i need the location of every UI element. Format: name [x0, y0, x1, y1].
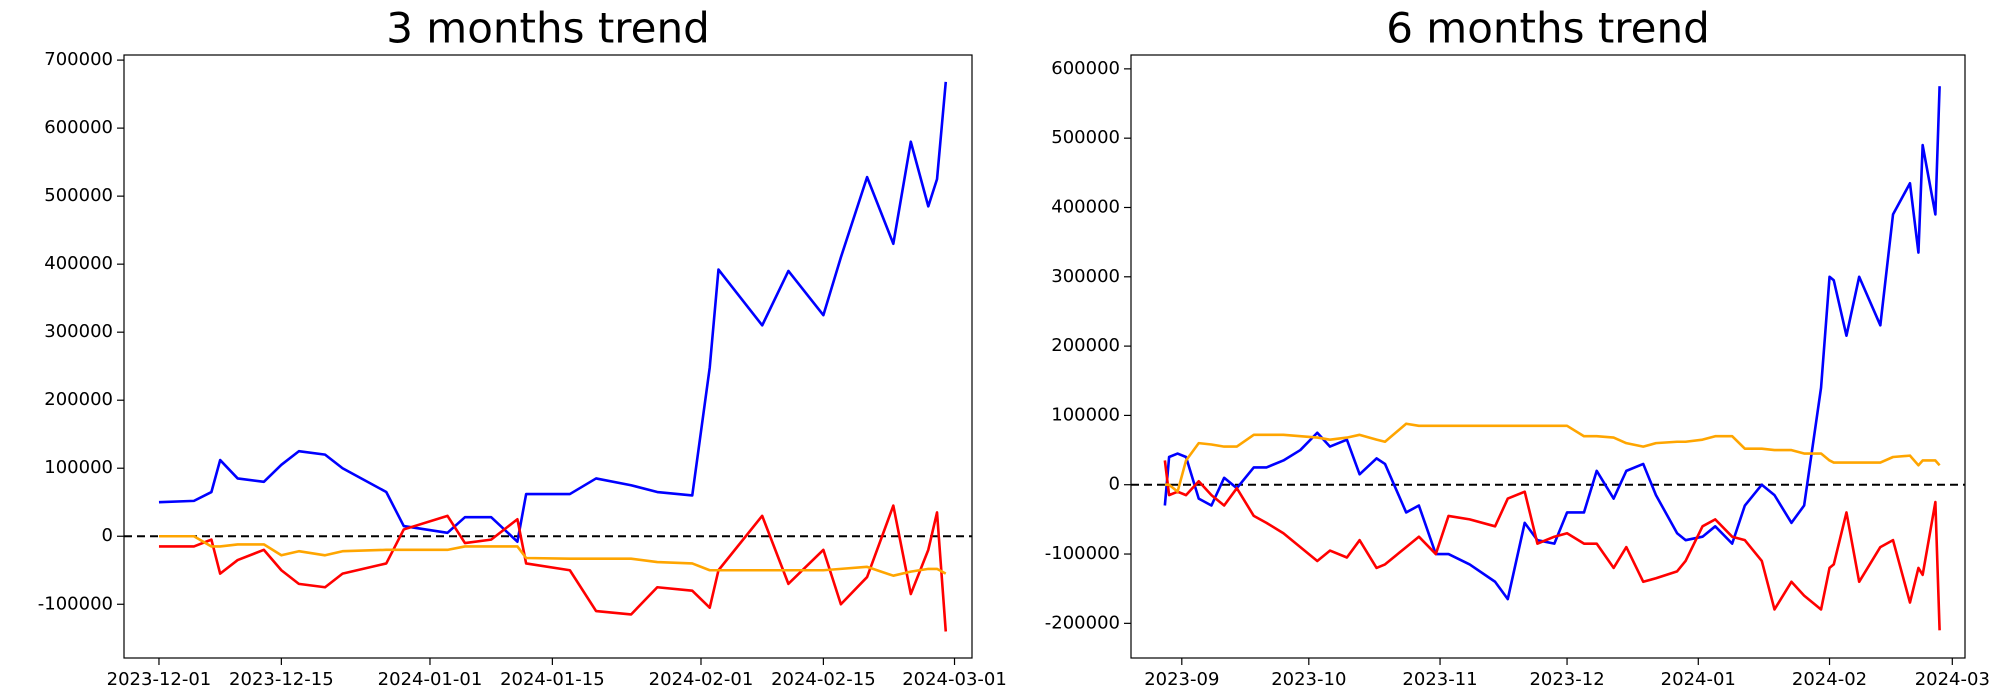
plot-frame	[1130, 54, 1966, 659]
y-tick-label: -100000	[1045, 543, 1120, 564]
series-line	[1163, 460, 1941, 631]
x-tick-label: 2024-01	[1661, 669, 1736, 690]
x-tick-label: 2024-03-01	[902, 669, 1007, 690]
x-tick-label: 2023-10	[1271, 669, 1346, 690]
chart-title: 3 months trend	[386, 4, 710, 53]
series-line	[158, 534, 947, 577]
y-tick-label: 500000	[1051, 127, 1120, 148]
x-tick-label: 2023-12-15	[229, 669, 334, 690]
y-tick-label: 600000	[1051, 58, 1120, 79]
y-tick-label: 600000	[44, 117, 113, 138]
y-tick-label: 400000	[1051, 196, 1120, 217]
chart-title: 6 months trend	[1386, 4, 1710, 53]
plot-frame	[123, 54, 973, 659]
x-tick-label: 2023-09	[1144, 669, 1219, 690]
y-tick-label: 300000	[1051, 266, 1120, 287]
x-tick-label: 2024-03	[1915, 669, 1990, 690]
y-tick-label: 200000	[44, 389, 113, 410]
y-tick-label: 0	[1109, 474, 1120, 495]
y-tick-label: -200000	[1045, 612, 1120, 633]
x-tick-label: 2023-12-01	[107, 669, 212, 690]
x-tick-label: 2023-12	[1529, 669, 1604, 690]
y-tick-label: 400000	[44, 253, 113, 274]
x-tick-label: 2024-01-15	[500, 669, 605, 690]
x-tick-label: 2023-11	[1402, 669, 1477, 690]
y-tick-label: 300000	[44, 321, 113, 342]
x-tick-label: 2024-01-01	[378, 669, 483, 690]
y-tick-label: 0	[102, 525, 113, 546]
y-tick-label: 500000	[44, 185, 113, 206]
x-tick-label: 2024-02-15	[771, 669, 876, 690]
series-line	[1164, 422, 1941, 493]
x-tick-label: 2024-02-01	[649, 669, 754, 690]
series-line	[158, 81, 948, 543]
series-line	[158, 504, 948, 632]
x-tick-label: 2024-02	[1792, 669, 1867, 690]
y-tick-label: -100000	[38, 593, 113, 614]
y-tick-label: 700000	[44, 49, 113, 70]
y-tick-label: 100000	[44, 457, 113, 478]
y-tick-label: 100000	[1051, 404, 1120, 425]
series-line	[1163, 86, 1941, 601]
y-tick-label: 200000	[1051, 335, 1120, 356]
